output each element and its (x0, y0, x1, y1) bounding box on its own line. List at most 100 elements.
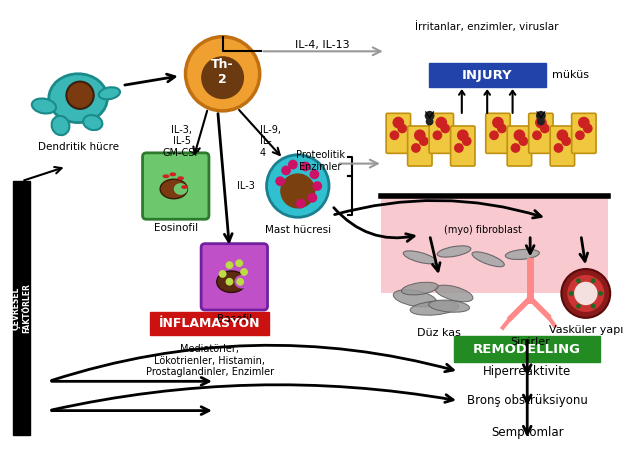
FancyBboxPatch shape (572, 113, 596, 153)
Circle shape (514, 129, 525, 141)
Circle shape (310, 169, 319, 179)
Circle shape (219, 270, 226, 278)
FancyBboxPatch shape (451, 126, 475, 166)
Ellipse shape (49, 74, 107, 123)
Text: müküs: müküs (552, 70, 589, 80)
Text: Proteolitik
Enzimler: Proteolitik Enzimler (296, 150, 345, 172)
Circle shape (557, 129, 568, 141)
Circle shape (433, 130, 442, 140)
Text: IL-3: IL-3 (237, 181, 255, 191)
Circle shape (462, 136, 472, 146)
Text: Semptomlar: Semptomlar (491, 425, 564, 439)
Circle shape (266, 155, 329, 217)
FancyBboxPatch shape (550, 126, 574, 166)
Circle shape (275, 176, 285, 186)
Text: IL-9,
IL-
4: IL-9, IL- 4 (260, 124, 281, 158)
Circle shape (591, 278, 596, 283)
Text: Th-
2: Th- 2 (211, 58, 234, 86)
Text: Vasküler yapı: Vasküler yapı (549, 325, 623, 335)
FancyBboxPatch shape (142, 153, 209, 219)
Text: (myo) fibroblast: (myo) fibroblast (445, 225, 522, 235)
Circle shape (454, 143, 464, 153)
FancyBboxPatch shape (201, 244, 268, 310)
Circle shape (226, 278, 233, 285)
Text: İrritanlar, enzimler, viruslar: İrritanlar, enzimler, viruslar (416, 21, 559, 32)
Text: Dendritik hücre: Dendritik hücre (38, 142, 119, 152)
Text: IL-4, IL-13: IL-4, IL-13 (295, 39, 349, 50)
Circle shape (312, 181, 322, 191)
Circle shape (591, 304, 596, 308)
Circle shape (288, 160, 298, 169)
Circle shape (426, 118, 433, 125)
Text: IL-3,
IL-5
GM-CSF: IL-3, IL-5 GM-CSF (162, 124, 201, 158)
Ellipse shape (403, 251, 436, 264)
Ellipse shape (437, 246, 471, 257)
Text: Basofil: Basofil (217, 314, 252, 324)
Circle shape (411, 143, 421, 153)
Circle shape (561, 136, 571, 146)
Circle shape (540, 123, 550, 133)
Circle shape (419, 136, 429, 146)
Circle shape (414, 129, 426, 141)
Text: REMODELLING: REMODELLING (473, 342, 581, 356)
Circle shape (240, 268, 248, 276)
Ellipse shape (435, 285, 473, 302)
Circle shape (492, 117, 504, 129)
FancyBboxPatch shape (454, 336, 601, 362)
Circle shape (574, 282, 598, 305)
FancyBboxPatch shape (381, 196, 608, 293)
Circle shape (519, 136, 528, 146)
Ellipse shape (98, 87, 120, 99)
Circle shape (236, 278, 244, 285)
Circle shape (424, 111, 435, 121)
Circle shape (554, 143, 563, 153)
FancyBboxPatch shape (429, 63, 545, 88)
Circle shape (440, 123, 450, 133)
Circle shape (435, 117, 447, 129)
Circle shape (583, 123, 593, 133)
Circle shape (497, 123, 507, 133)
Ellipse shape (505, 249, 539, 259)
Ellipse shape (177, 176, 184, 180)
Circle shape (280, 174, 315, 208)
Circle shape (532, 130, 542, 140)
Text: Sinirler: Sinirler (510, 337, 550, 347)
Circle shape (561, 269, 610, 318)
Circle shape (398, 123, 407, 133)
Ellipse shape (174, 183, 187, 195)
FancyBboxPatch shape (408, 126, 432, 166)
Text: INJURY: INJURY (462, 69, 512, 82)
Circle shape (66, 82, 93, 109)
FancyBboxPatch shape (429, 113, 453, 153)
Text: Mediatörler,
Lökotrienler, Histamin,
Prostaglandinler, Enzimler: Mediatörler, Lökotrienler, Histamin, Pro… (146, 344, 274, 377)
Circle shape (578, 117, 590, 129)
FancyBboxPatch shape (529, 113, 553, 153)
Text: İNFLAMASYON: İNFLAMASYON (159, 317, 261, 330)
FancyBboxPatch shape (507, 126, 532, 166)
Circle shape (308, 193, 317, 203)
Ellipse shape (429, 300, 470, 312)
Text: ÇEVRESEL
FAKTÖRLER: ÇEVRESEL FAKTÖRLER (12, 283, 31, 333)
Circle shape (569, 291, 574, 296)
Text: Hiperreaktivite: Hiperreaktivite (483, 365, 571, 378)
Circle shape (535, 117, 547, 129)
Ellipse shape (83, 115, 102, 130)
FancyBboxPatch shape (386, 113, 411, 153)
Circle shape (235, 259, 243, 267)
Ellipse shape (32, 99, 56, 113)
Text: Bronş obstrüksiyonu: Bronş obstrüksiyonu (466, 394, 587, 407)
Ellipse shape (234, 275, 250, 289)
Circle shape (489, 130, 499, 140)
Circle shape (567, 275, 604, 312)
Ellipse shape (162, 174, 169, 178)
Text: Mast hücresi: Mast hücresi (265, 225, 331, 235)
Ellipse shape (472, 252, 504, 267)
FancyBboxPatch shape (150, 312, 270, 336)
Circle shape (281, 166, 291, 175)
Text: Eosinofil: Eosinofil (154, 223, 198, 233)
Circle shape (201, 56, 244, 99)
Circle shape (226, 261, 233, 269)
Circle shape (575, 130, 585, 140)
Ellipse shape (401, 282, 438, 295)
Circle shape (510, 143, 520, 153)
